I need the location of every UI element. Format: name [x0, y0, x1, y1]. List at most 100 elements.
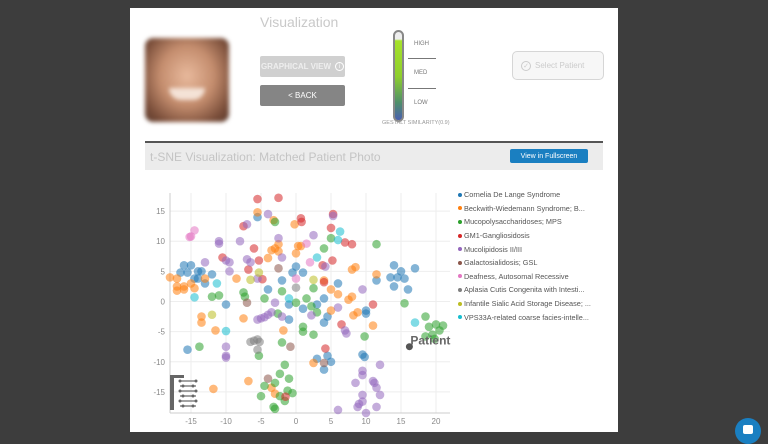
patient-photo [145, 38, 229, 122]
graphical-view-label: GRAPHICAL VIEW [260, 62, 332, 71]
legend-item[interactable]: Mucopolysaccharidoses; MPS [458, 215, 591, 229]
data-point [389, 261, 399, 270]
dna-node [194, 379, 198, 383]
data-point [319, 318, 329, 327]
section-title: t-SNE Visualization: Matched Patient Pho… [150, 150, 381, 164]
data-point [372, 239, 381, 249]
data-point [302, 294, 311, 303]
data-point [333, 279, 343, 288]
data-point [438, 321, 448, 330]
data-point [372, 383, 381, 392]
data-point [235, 236, 245, 246]
legend-item[interactable]: Cornelia De Lange Syndrome [458, 188, 591, 202]
back-button[interactable]: < BACK [260, 85, 345, 106]
data-point [263, 285, 273, 294]
select-patient-label: Select Patient [535, 61, 585, 70]
select-patient-button[interactable]: ✓ Select Patient [512, 51, 604, 80]
data-point [244, 376, 253, 386]
chat-icon [743, 425, 753, 434]
data-point [263, 209, 273, 219]
data-point [361, 408, 371, 418]
data-point [274, 193, 283, 203]
check-circle-icon: ✓ [521, 60, 531, 71]
data-point [424, 322, 434, 332]
data-point [342, 329, 351, 338]
data-point [277, 286, 287, 296]
data-point [260, 294, 269, 303]
dna-node [191, 384, 195, 388]
legend-item[interactable]: Infantile Sialic Acid Storage Disease; .… [458, 297, 591, 311]
data-point [319, 294, 329, 303]
data-point [375, 390, 385, 400]
data-point [328, 211, 338, 221]
gestalt-similarity-label: GESTALT SIMILARITY(0.9) [382, 120, 450, 126]
legend-item[interactable]: Mucolipidosis II/III [458, 242, 591, 256]
data-point [333, 303, 343, 312]
tsne-scatter-plot[interactable]: -15 -10 -5 0 5 10 15 20 -15 -10 -5 0 5 10 15 Patient [130, 8, 618, 432]
data-point [200, 274, 210, 283]
legend-item[interactable]: Beckwith-Wiedemann Syndrome; B... [458, 202, 591, 216]
data-point [302, 239, 311, 248]
data-point [358, 390, 367, 400]
data-point [214, 239, 224, 248]
data-point [333, 405, 343, 415]
data-point [221, 326, 231, 336]
y-tick-label: -15 [153, 388, 165, 397]
legend-label: Cornelia De Lange Syndrome [464, 190, 561, 200]
data-point [360, 332, 369, 341]
y-tick-label: -5 [158, 328, 166, 337]
data-point [239, 314, 248, 323]
data-point [298, 268, 308, 277]
x-tick-label: -10 [220, 417, 232, 426]
legend-item[interactable]: VPS33A-related coarse facies-intelle... [458, 310, 591, 324]
data-point [368, 321, 378, 330]
data-point [328, 256, 337, 265]
similarity-gauge [393, 30, 404, 122]
data-point [183, 268, 192, 277]
data-point [277, 276, 287, 285]
legend-dot-icon [458, 192, 462, 197]
y-tick-label: 15 [156, 207, 165, 216]
data-point [200, 258, 210, 267]
data-point [307, 302, 316, 311]
data-point [309, 283, 318, 293]
data-point [193, 274, 203, 283]
data-point [291, 283, 301, 292]
y-tick-label: 5 [161, 267, 166, 276]
data-point [347, 292, 357, 301]
data-point [221, 300, 231, 309]
data-point [275, 369, 285, 379]
data-point [270, 298, 280, 307]
data-point [400, 299, 409, 308]
data-point [254, 268, 264, 277]
data-point [277, 338, 287, 347]
view-fullscreen-button[interactable]: View in Fullscreen [510, 149, 588, 163]
data-point [246, 275, 255, 285]
data-point [284, 374, 294, 383]
legend-item[interactable]: GM1-Gangliosidosis [458, 229, 591, 243]
data-point [279, 326, 288, 335]
chat-button[interactable] [735, 418, 761, 444]
data-point [326, 306, 336, 315]
data-point [274, 233, 283, 243]
data-point [197, 312, 206, 321]
data-point [430, 334, 439, 344]
legend-dot-icon [458, 233, 462, 238]
legend-item[interactable]: Aplasia Cutis Congenita with Intesti... [458, 283, 591, 297]
gauge-high: HIGH [414, 41, 429, 47]
legend-label: Infantile Sialic Acid Storage Disease; .… [464, 299, 591, 309]
data-point [400, 274, 409, 283]
data-point [242, 298, 252, 307]
data-point [372, 270, 381, 279]
legend-label: VPS33A-related coarse facies-intelle... [464, 312, 589, 322]
data-point [403, 285, 413, 294]
data-point [326, 285, 336, 294]
legend-label: GM1-Gangliosidosis [464, 231, 530, 241]
graphical-view-button[interactable]: GRAPHICAL VIEW i [260, 56, 345, 77]
legend-item[interactable]: Deafness, Autosomal Recessive [458, 270, 591, 284]
data-point [263, 374, 273, 383]
data-point [179, 261, 189, 270]
legend-item[interactable]: Galactosialidosis; GSL [458, 256, 591, 270]
data-point [190, 226, 199, 235]
data-point [291, 274, 301, 283]
